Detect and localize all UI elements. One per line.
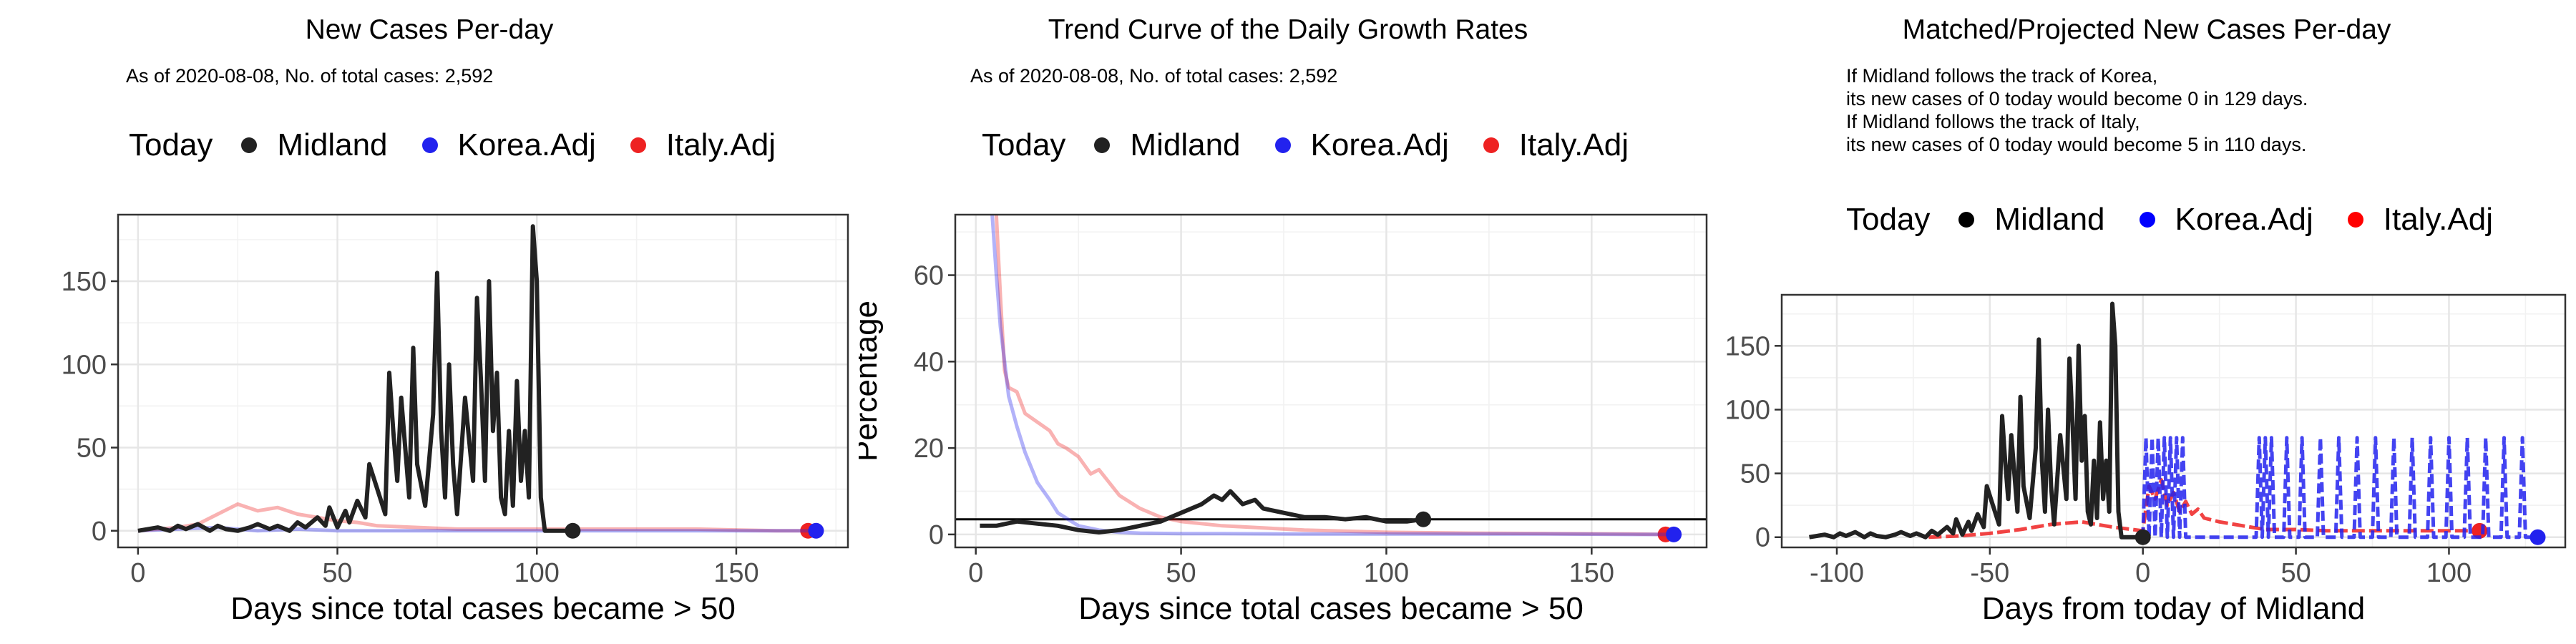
legend-item-midland: Midland xyxy=(241,127,388,163)
x-tick-label: -50 xyxy=(1970,558,2009,588)
legend-label-italy: Italy.Adj xyxy=(2383,202,2493,237)
legend-label-korea: Korea.Adj xyxy=(1310,127,1449,162)
chart-title: Matched/Projected New Cases Per-day xyxy=(1902,14,2391,45)
legend-key-midland xyxy=(1094,137,1111,153)
legend-key-korea xyxy=(1274,137,1291,153)
legend-key-midland xyxy=(1958,212,1975,228)
legend-item-italy: Italy.Adj xyxy=(2347,202,2493,238)
panel-new-cases: New Cases Per-day As of 2020-08-08, No. … xyxy=(0,0,859,644)
x-tick-label: 50 xyxy=(2280,558,2311,588)
legend-label-midland: Midland xyxy=(1994,202,2105,237)
legend-item-korea: Korea.Adj xyxy=(421,127,596,163)
legend-key-italy xyxy=(1483,137,1499,153)
legend-title: Today xyxy=(982,127,1066,162)
note-line: If Midland follows the track of Korea, xyxy=(1846,65,2158,87)
plot-border xyxy=(1780,293,2567,549)
today-point-korea-adj xyxy=(1666,526,1682,542)
x-tick-label: 150 xyxy=(713,558,758,588)
legend-label-midland: Midland xyxy=(277,127,388,162)
x-tick-label: 150 xyxy=(1569,558,1614,588)
y-tick-label: 20 xyxy=(914,434,944,464)
chart-subtitle: As of 2020-08-08, No. of total cases: 2,… xyxy=(970,65,1338,87)
y-tick-label: 150 xyxy=(62,267,107,297)
y-axis-title: Percentage xyxy=(859,301,884,462)
x-axis-title: Days since total cases became > 50 xyxy=(1078,591,1584,626)
legend-item-korea: Korea.Adj xyxy=(1274,127,1449,163)
legend-item-midland: Midland xyxy=(1094,127,1241,163)
y-tick-label: 0 xyxy=(1755,523,1770,553)
today-point-korea-adj xyxy=(808,522,824,539)
y-tick-label: 60 xyxy=(914,261,944,291)
panel-growth-rates: Trend Curve of the Daily Growth Rates As… xyxy=(859,0,1717,644)
legend-label-korea: Korea.Adj xyxy=(457,127,596,162)
chart-subtitle: As of 2020-08-08, No. of total cases: 2,… xyxy=(126,65,494,87)
legend-key-italy xyxy=(630,137,646,153)
legend: Today Midland Korea.Adj Italy.Adj xyxy=(982,127,1663,163)
legend-key-korea xyxy=(2139,212,2155,228)
panel-matched-projected: Matched/Projected New Cases Per-day If M… xyxy=(1717,0,2576,644)
legend-label-korea: Korea.Adj xyxy=(2175,202,2313,237)
y-tick-label: 0 xyxy=(92,517,107,547)
legend-label-italy: Italy.Adj xyxy=(665,127,776,162)
chart-title: New Cases Per-day xyxy=(305,14,554,45)
legend-item-italy: Italy.Adj xyxy=(1483,127,1629,163)
x-tick-label: -100 xyxy=(1810,558,1864,588)
x-tick-label: 100 xyxy=(1364,558,1409,588)
today-point-midland xyxy=(1415,511,1432,527)
legend: Today Midland Korea.Adj Italy.Adj xyxy=(1846,202,2527,238)
plot-growth-rates: 0 50 100 150 0 20 40 60 Days since total cases b… xyxy=(859,213,1708,626)
series-line-italy-adj xyxy=(137,502,809,533)
plot-border xyxy=(954,213,1708,549)
legend-key-korea xyxy=(421,137,438,153)
series-line-midland xyxy=(1809,301,2143,540)
y-tick-label: 50 xyxy=(77,434,107,464)
x-tick-label: 100 xyxy=(2426,558,2472,588)
y-tick-label: 0 xyxy=(929,520,944,550)
y-tick-label: 100 xyxy=(1725,395,1770,425)
x-tick-label: 100 xyxy=(514,558,560,588)
series-line-italy-adj xyxy=(994,215,1666,537)
x-tick-label: 50 xyxy=(322,558,352,588)
x-axis-title: Days since total cases became > 50 xyxy=(230,591,736,626)
legend-item-italy: Italy.Adj xyxy=(630,127,776,163)
series-line-midland xyxy=(137,224,573,533)
plot-matched-projected: -100 -50 0 50 100 0 50 100 150 Days from today of… xyxy=(1725,293,2567,626)
chart-title: Trend Curve of the Daily Growth Rates xyxy=(1048,14,1528,45)
today-point-midland xyxy=(565,522,581,539)
note-line: its new cases of 0 today would become 5 … xyxy=(1846,134,2307,155)
series-line-korea-adj xyxy=(990,215,1674,537)
legend-item-korea: Korea.Adj xyxy=(2139,202,2313,238)
x-tick-label: 0 xyxy=(2135,558,2150,588)
legend: Today Midland Korea.Adj Italy.Adj xyxy=(129,127,810,163)
projection-notes: If Midland follows the track of Korea, i… xyxy=(1846,64,2308,156)
y-tick-label: 40 xyxy=(914,347,944,377)
x-tick-label: 50 xyxy=(1166,558,1196,588)
legend-label-italy: Italy.Adj xyxy=(1518,127,1629,162)
note-line: its new cases of 0 today would become 0 … xyxy=(1846,88,2308,109)
series-line-midland xyxy=(980,489,1424,535)
legend-label-midland: Midland xyxy=(1130,127,1241,162)
y-tick-label: 50 xyxy=(1740,459,1770,489)
y-tick-label: 150 xyxy=(1725,331,1770,361)
x-tick-label: 0 xyxy=(130,558,145,588)
y-tick-label: 100 xyxy=(62,350,107,380)
legend-title: Today xyxy=(129,127,213,162)
today-point-korea-adj xyxy=(2529,529,2546,545)
x-axis-title: Days from today of Midland xyxy=(1982,591,2366,626)
series-line-korea-adj xyxy=(2141,436,2538,540)
plot-border xyxy=(117,213,849,549)
legend-title: Today xyxy=(1846,202,1931,237)
legend-item-midland: Midland xyxy=(1958,202,2105,238)
note-line: If Midland follows the track of Italy, xyxy=(1846,111,2140,132)
today-point-midland xyxy=(2135,529,2151,545)
legend-key-italy xyxy=(2347,212,2363,228)
legend-key-midland xyxy=(241,137,258,153)
x-tick-label: 0 xyxy=(968,558,983,588)
